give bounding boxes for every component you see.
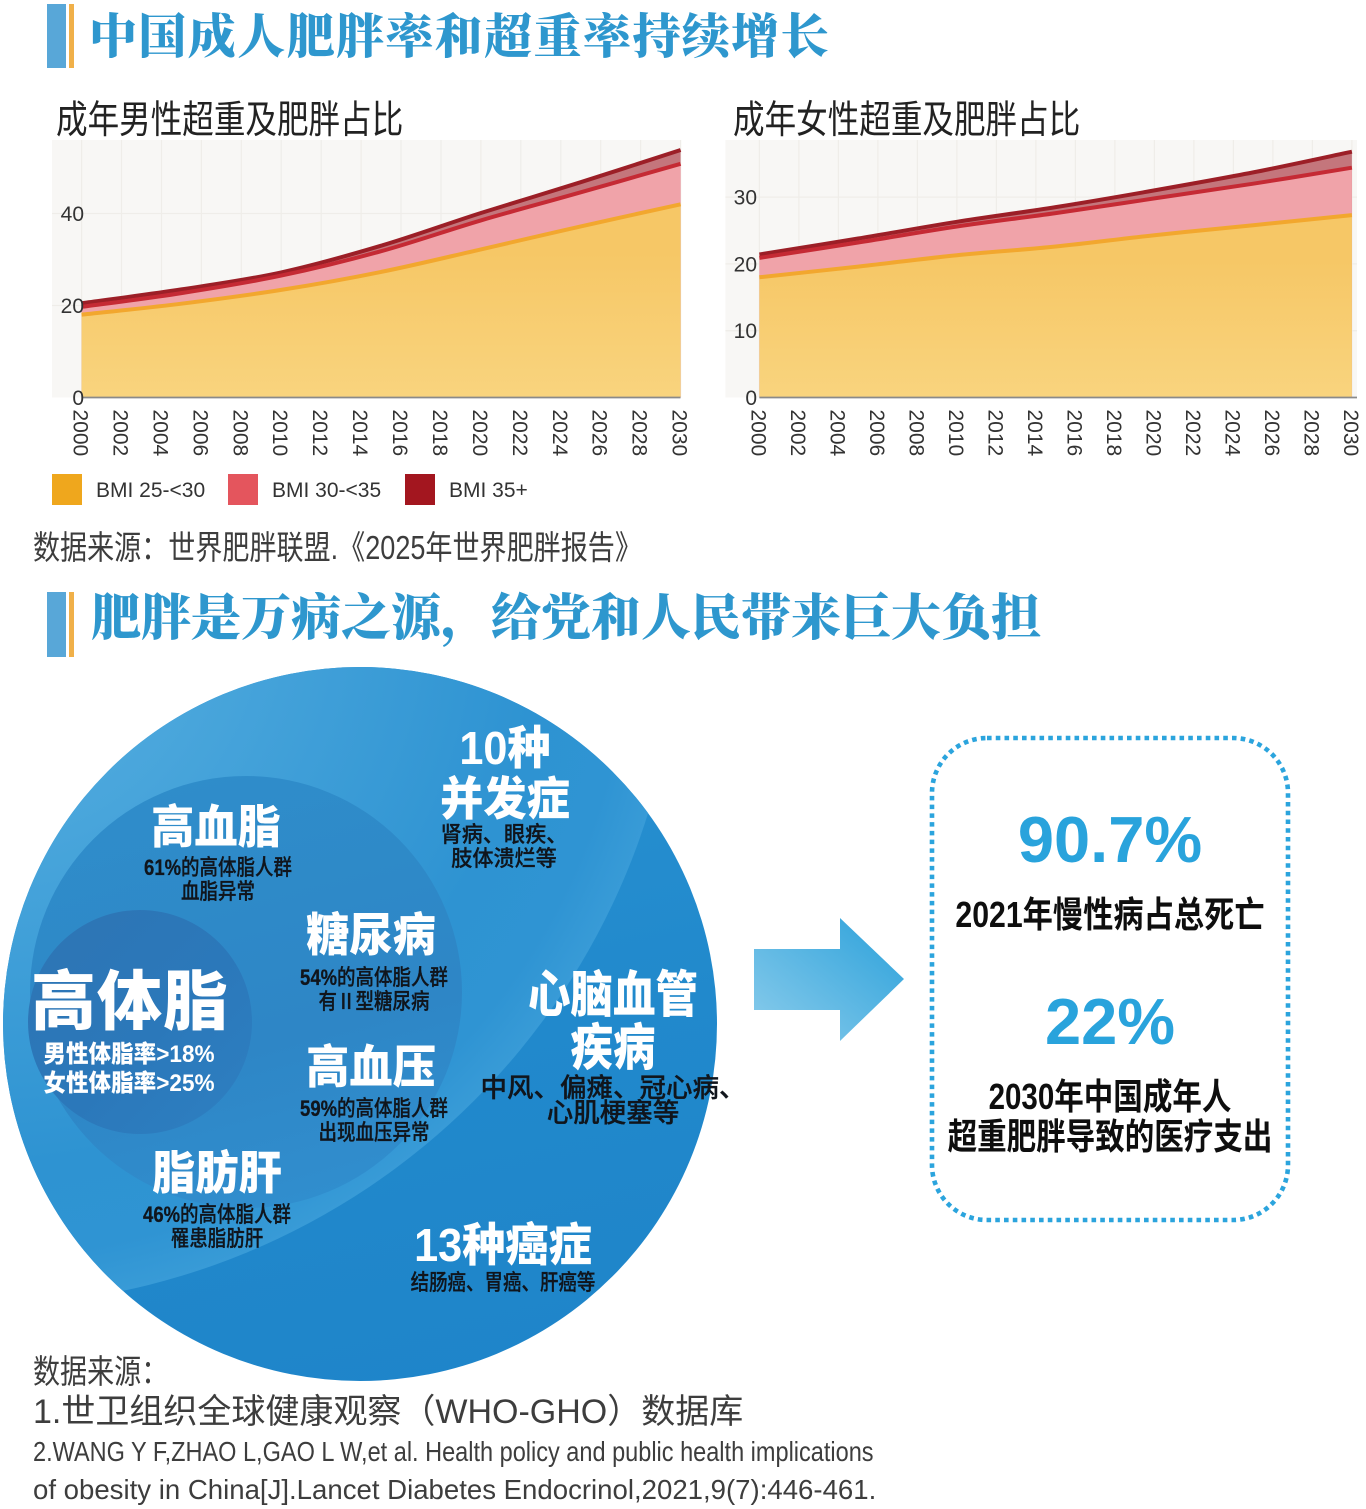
svg-text:0: 0 (72, 387, 84, 410)
svg-text:10: 10 (734, 320, 757, 343)
svg-text:2012: 2012 (308, 410, 331, 457)
svg-text:2004: 2004 (825, 410, 848, 457)
svg-text:2010: 2010 (268, 410, 291, 457)
svg-text:2020: 2020 (468, 410, 491, 457)
svg-text:2026: 2026 (1260, 410, 1283, 457)
svg-text:2030: 2030 (668, 410, 691, 457)
svg-text:2018: 2018 (428, 410, 451, 457)
svg-text:0: 0 (745, 387, 757, 410)
svg-text:2002: 2002 (109, 410, 132, 457)
svg-text:2014: 2014 (1023, 410, 1046, 457)
svg-text:2020: 2020 (1141, 410, 1164, 457)
svg-text:2000: 2000 (746, 410, 769, 457)
svg-text:2024: 2024 (548, 410, 571, 457)
svg-text:2030: 2030 (1339, 410, 1362, 457)
svg-text:2010: 2010 (944, 410, 967, 457)
svg-text:2002: 2002 (786, 410, 809, 457)
svg-text:2016: 2016 (1062, 410, 1085, 457)
svg-text:2018: 2018 (1102, 410, 1125, 457)
svg-text:20: 20 (734, 253, 757, 276)
svg-text:2006: 2006 (865, 410, 888, 457)
svg-text:20: 20 (61, 295, 84, 318)
svg-text:2008: 2008 (228, 410, 251, 457)
svg-text:2026: 2026 (588, 410, 611, 457)
svg-text:2028: 2028 (1299, 410, 1322, 457)
svg-text:2028: 2028 (628, 410, 651, 457)
svg-text:30: 30 (734, 187, 757, 210)
svg-text:2016: 2016 (388, 410, 411, 457)
svg-text:2008: 2008 (904, 410, 927, 457)
svg-text:2024: 2024 (1220, 410, 1243, 457)
svg-text:2004: 2004 (149, 410, 172, 457)
svg-text:2006: 2006 (188, 410, 211, 457)
svg-text:2012: 2012 (983, 410, 1006, 457)
svg-text:2022: 2022 (1181, 410, 1204, 457)
svg-text:40: 40 (61, 203, 84, 226)
svg-text:2022: 2022 (508, 410, 531, 457)
svg-text:2000: 2000 (69, 410, 92, 457)
svg-text:2014: 2014 (348, 410, 371, 457)
